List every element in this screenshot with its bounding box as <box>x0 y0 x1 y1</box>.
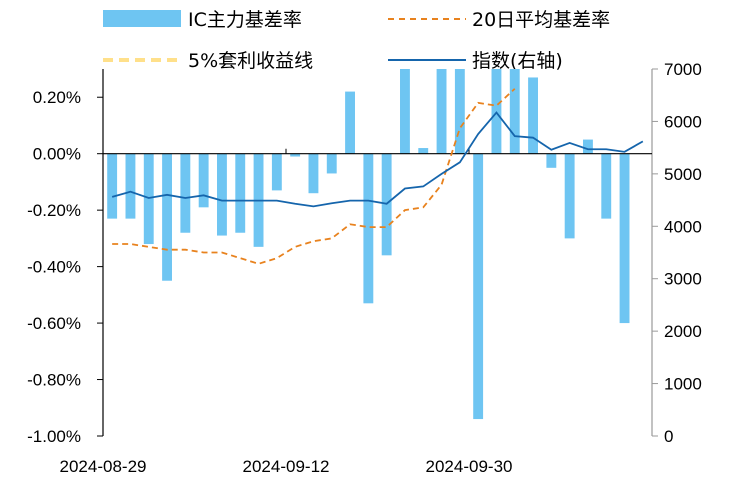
right-tick-label: 6000 <box>664 112 702 131</box>
basis-rate-bar <box>198 153 209 208</box>
left-tick-label: -0.40% <box>27 258 81 277</box>
left-tick-label: 0.00% <box>33 145 81 164</box>
basis-rate-bar <box>326 153 337 174</box>
left-tick-label: -0.80% <box>27 371 81 390</box>
legend-label-basis-rate: IC主力基差率 <box>188 9 302 31</box>
left-tick-label: -0.60% <box>27 314 81 333</box>
basis-rate-bar <box>528 77 538 154</box>
legend-label-index: 指数(右轴) <box>472 50 563 72</box>
basis-rate-bar <box>107 153 118 219</box>
basis-rate-bar <box>619 153 630 324</box>
basis-rate-bar <box>180 153 191 233</box>
left-tick-label: -0.20% <box>27 201 81 220</box>
x-tick-label: 2024-09-12 <box>243 457 330 476</box>
legend-label-avg20: 20日平均基差率 <box>472 9 610 31</box>
basis-rate-bar <box>601 153 612 219</box>
legend-swatch-basis-rate <box>103 10 181 27</box>
basis-rate-bar <box>564 153 575 239</box>
right-tick-label: 0 <box>664 427 673 446</box>
right-tick-label: 7000 <box>664 60 702 79</box>
basis-rate-bar <box>454 69 465 154</box>
index-line <box>111 111 644 208</box>
basis-rate-bar <box>345 91 355 154</box>
right-tick-label: 2000 <box>664 322 702 341</box>
basis-rate-bar <box>235 153 246 233</box>
basis-rate-bar <box>308 153 319 194</box>
right-tick-label: 5000 <box>664 165 702 184</box>
left-tick-label: 0.20% <box>33 88 81 107</box>
basis-rate-bar <box>290 153 301 157</box>
plot-area: 0.20% 0.00% -0.20% -0.40% -0.60% -0.80% -1.00%… <box>27 60 702 476</box>
legend: IC主力基差率 20日平均基差率 5%套利收益线 指数(右轴) <box>103 9 610 72</box>
basis-rate-bar <box>473 153 484 420</box>
basis-rate-bar <box>400 69 410 154</box>
basis-rate-bar <box>418 148 429 154</box>
basis-rate-bar <box>436 69 447 154</box>
right-tick-label: 3000 <box>664 270 702 289</box>
left-tick-label: -1.00% <box>27 427 81 446</box>
x-tick-label: 2024-08-29 <box>60 457 147 476</box>
basis-rate-bar <box>363 153 374 304</box>
x-tick-label: 2024-09-30 <box>426 457 513 476</box>
basis-rate-bar <box>583 139 593 154</box>
basis-rate-bar <box>546 153 557 168</box>
basis-rate-bar <box>271 153 282 191</box>
basis-rate-bar <box>162 153 172 281</box>
basis-rate-bar <box>125 153 136 219</box>
right-tick-label: 1000 <box>664 375 702 394</box>
basis-rate-bar <box>217 153 227 236</box>
basis-rate-bar <box>509 69 520 154</box>
legend-label-arbitrage: 5%套利收益线 <box>188 50 313 72</box>
right-tick-label: 4000 <box>664 217 702 236</box>
